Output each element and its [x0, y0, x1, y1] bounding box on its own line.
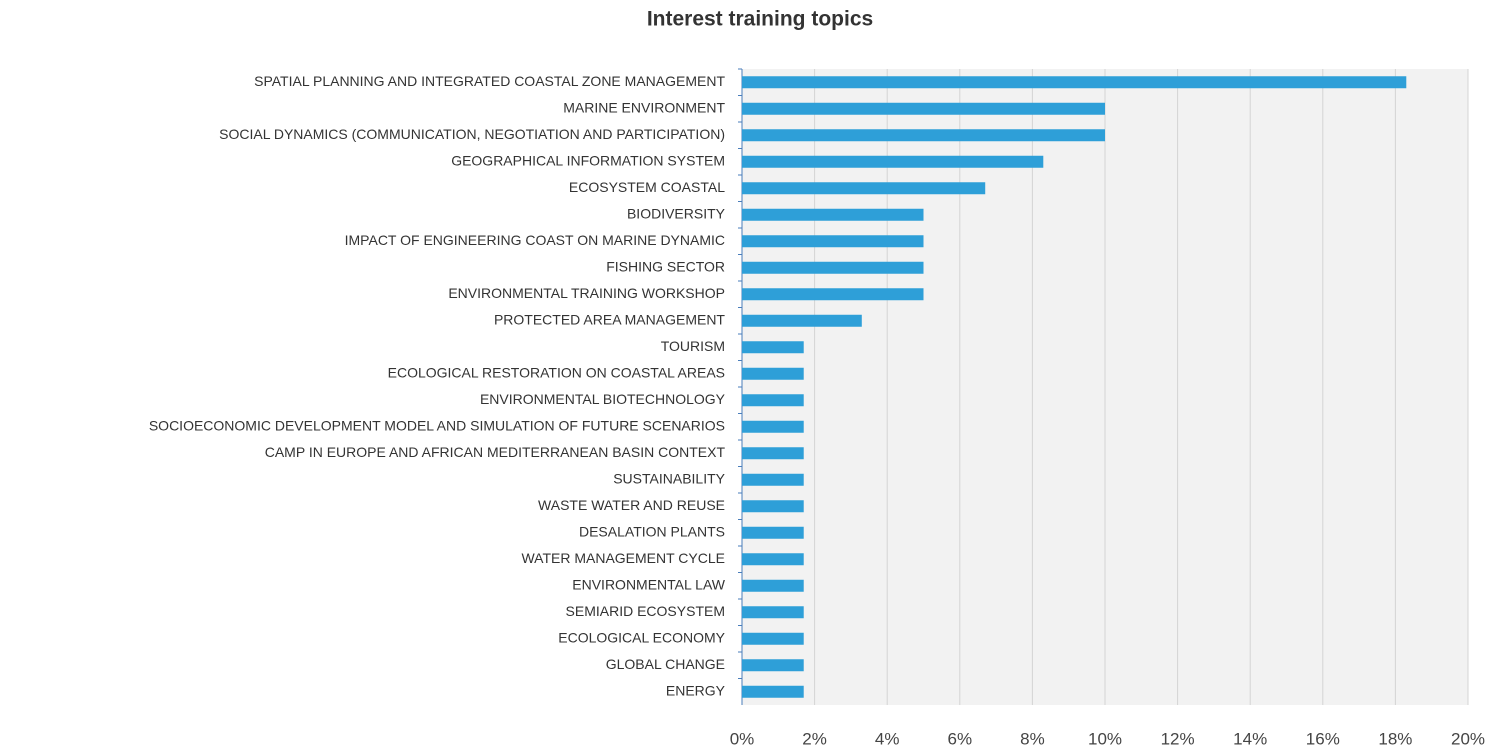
y-tick-label: ECOLOGICAL ECONOMY: [558, 629, 725, 645]
y-tick-label: SOCIAL DYNAMICS (COMMUNICATION, NEGOTIAT…: [219, 126, 725, 142]
bar: [742, 447, 804, 460]
bar: [742, 288, 924, 301]
y-tick-label: BIODIVERSITY: [627, 205, 726, 221]
bar: [742, 473, 804, 486]
y-tick-label: MARINE ENVIRONMENT: [563, 99, 725, 115]
bar: [742, 632, 804, 645]
y-tick-label: FISHING SECTOR: [606, 258, 725, 274]
y-tick-label: ENVIRONMENTAL LAW: [572, 576, 726, 592]
x-tick-label: 6%: [948, 729, 973, 748]
y-tick-label: CAMP IN EUROPE AND AFRICAN MEDITERRANEAN…: [265, 444, 726, 460]
y-tick-label: GEOGRAPHICAL INFORMATION SYSTEM: [451, 152, 725, 168]
y-tick-label: SEMIARID ECOSYSTEM: [566, 603, 725, 619]
bar: [742, 129, 1105, 142]
bar: [742, 155, 1044, 168]
y-tick-label: GLOBAL CHANGE: [606, 656, 725, 672]
y-tick-label: DESALATION PLANTS: [579, 523, 725, 539]
y-tick-label: ENVIRONMENTAL TRAINING WORKSHOP: [448, 285, 725, 301]
bar: [742, 235, 924, 248]
y-tick-label: ECOLOGICAL RESTORATION ON COASTAL AREAS: [388, 364, 725, 380]
chart-title: Interest training topics: [647, 8, 873, 31]
bar: [742, 420, 804, 433]
bar: [742, 367, 804, 380]
bar: [742, 500, 804, 513]
x-tick-label: 2%: [802, 729, 827, 748]
bar: [742, 341, 804, 354]
y-tick-label: ENVIRONMENTAL BIOTECHNOLOGY: [480, 391, 726, 407]
y-tick-label: ENERGY: [666, 682, 726, 698]
bar: [742, 526, 804, 539]
bar: [742, 394, 804, 407]
bar: [742, 606, 804, 619]
y-tick-label: SUSTAINABILITY: [613, 470, 725, 486]
bar: [742, 102, 1105, 115]
x-tick-label: 4%: [875, 729, 900, 748]
bar: [742, 553, 804, 566]
x-tick-label: 20%: [1451, 729, 1485, 748]
bar: [742, 76, 1407, 89]
y-tick-label: WATER MANAGEMENT CYCLE: [521, 550, 725, 566]
x-tick-label: 0%: [730, 729, 755, 748]
bar: [742, 261, 924, 274]
bar: [742, 314, 862, 327]
bar: [742, 208, 924, 221]
x-tick-label: 8%: [1020, 729, 1045, 748]
x-tick-label: 12%: [1161, 729, 1195, 748]
y-tick-label: WASTE WATER AND REUSE: [538, 497, 725, 513]
x-tick-label: 16%: [1306, 729, 1340, 748]
y-tick-label: SPATIAL PLANNING AND INTEGRATED COASTAL …: [254, 73, 725, 89]
x-tick-label: 14%: [1233, 729, 1267, 748]
y-tick-label: TOURISM: [661, 338, 725, 354]
y-tick-label: ECOSYSTEM COASTAL: [569, 179, 725, 195]
y-tick-label: SOCIOECONOMIC DEVELOPMENT MODEL AND SIMU…: [149, 417, 725, 433]
bar: [742, 182, 986, 195]
bar: [742, 685, 804, 698]
x-tick-label: 18%: [1378, 729, 1412, 748]
bar: [742, 579, 804, 592]
bar: [742, 659, 804, 672]
y-tick-label: IMPACT OF ENGINEERING COAST ON MARINE DY…: [345, 232, 725, 248]
x-tick-label: 10%: [1088, 729, 1122, 748]
y-tick-label: PROTECTED AREA MANAGEMENT: [494, 311, 725, 327]
